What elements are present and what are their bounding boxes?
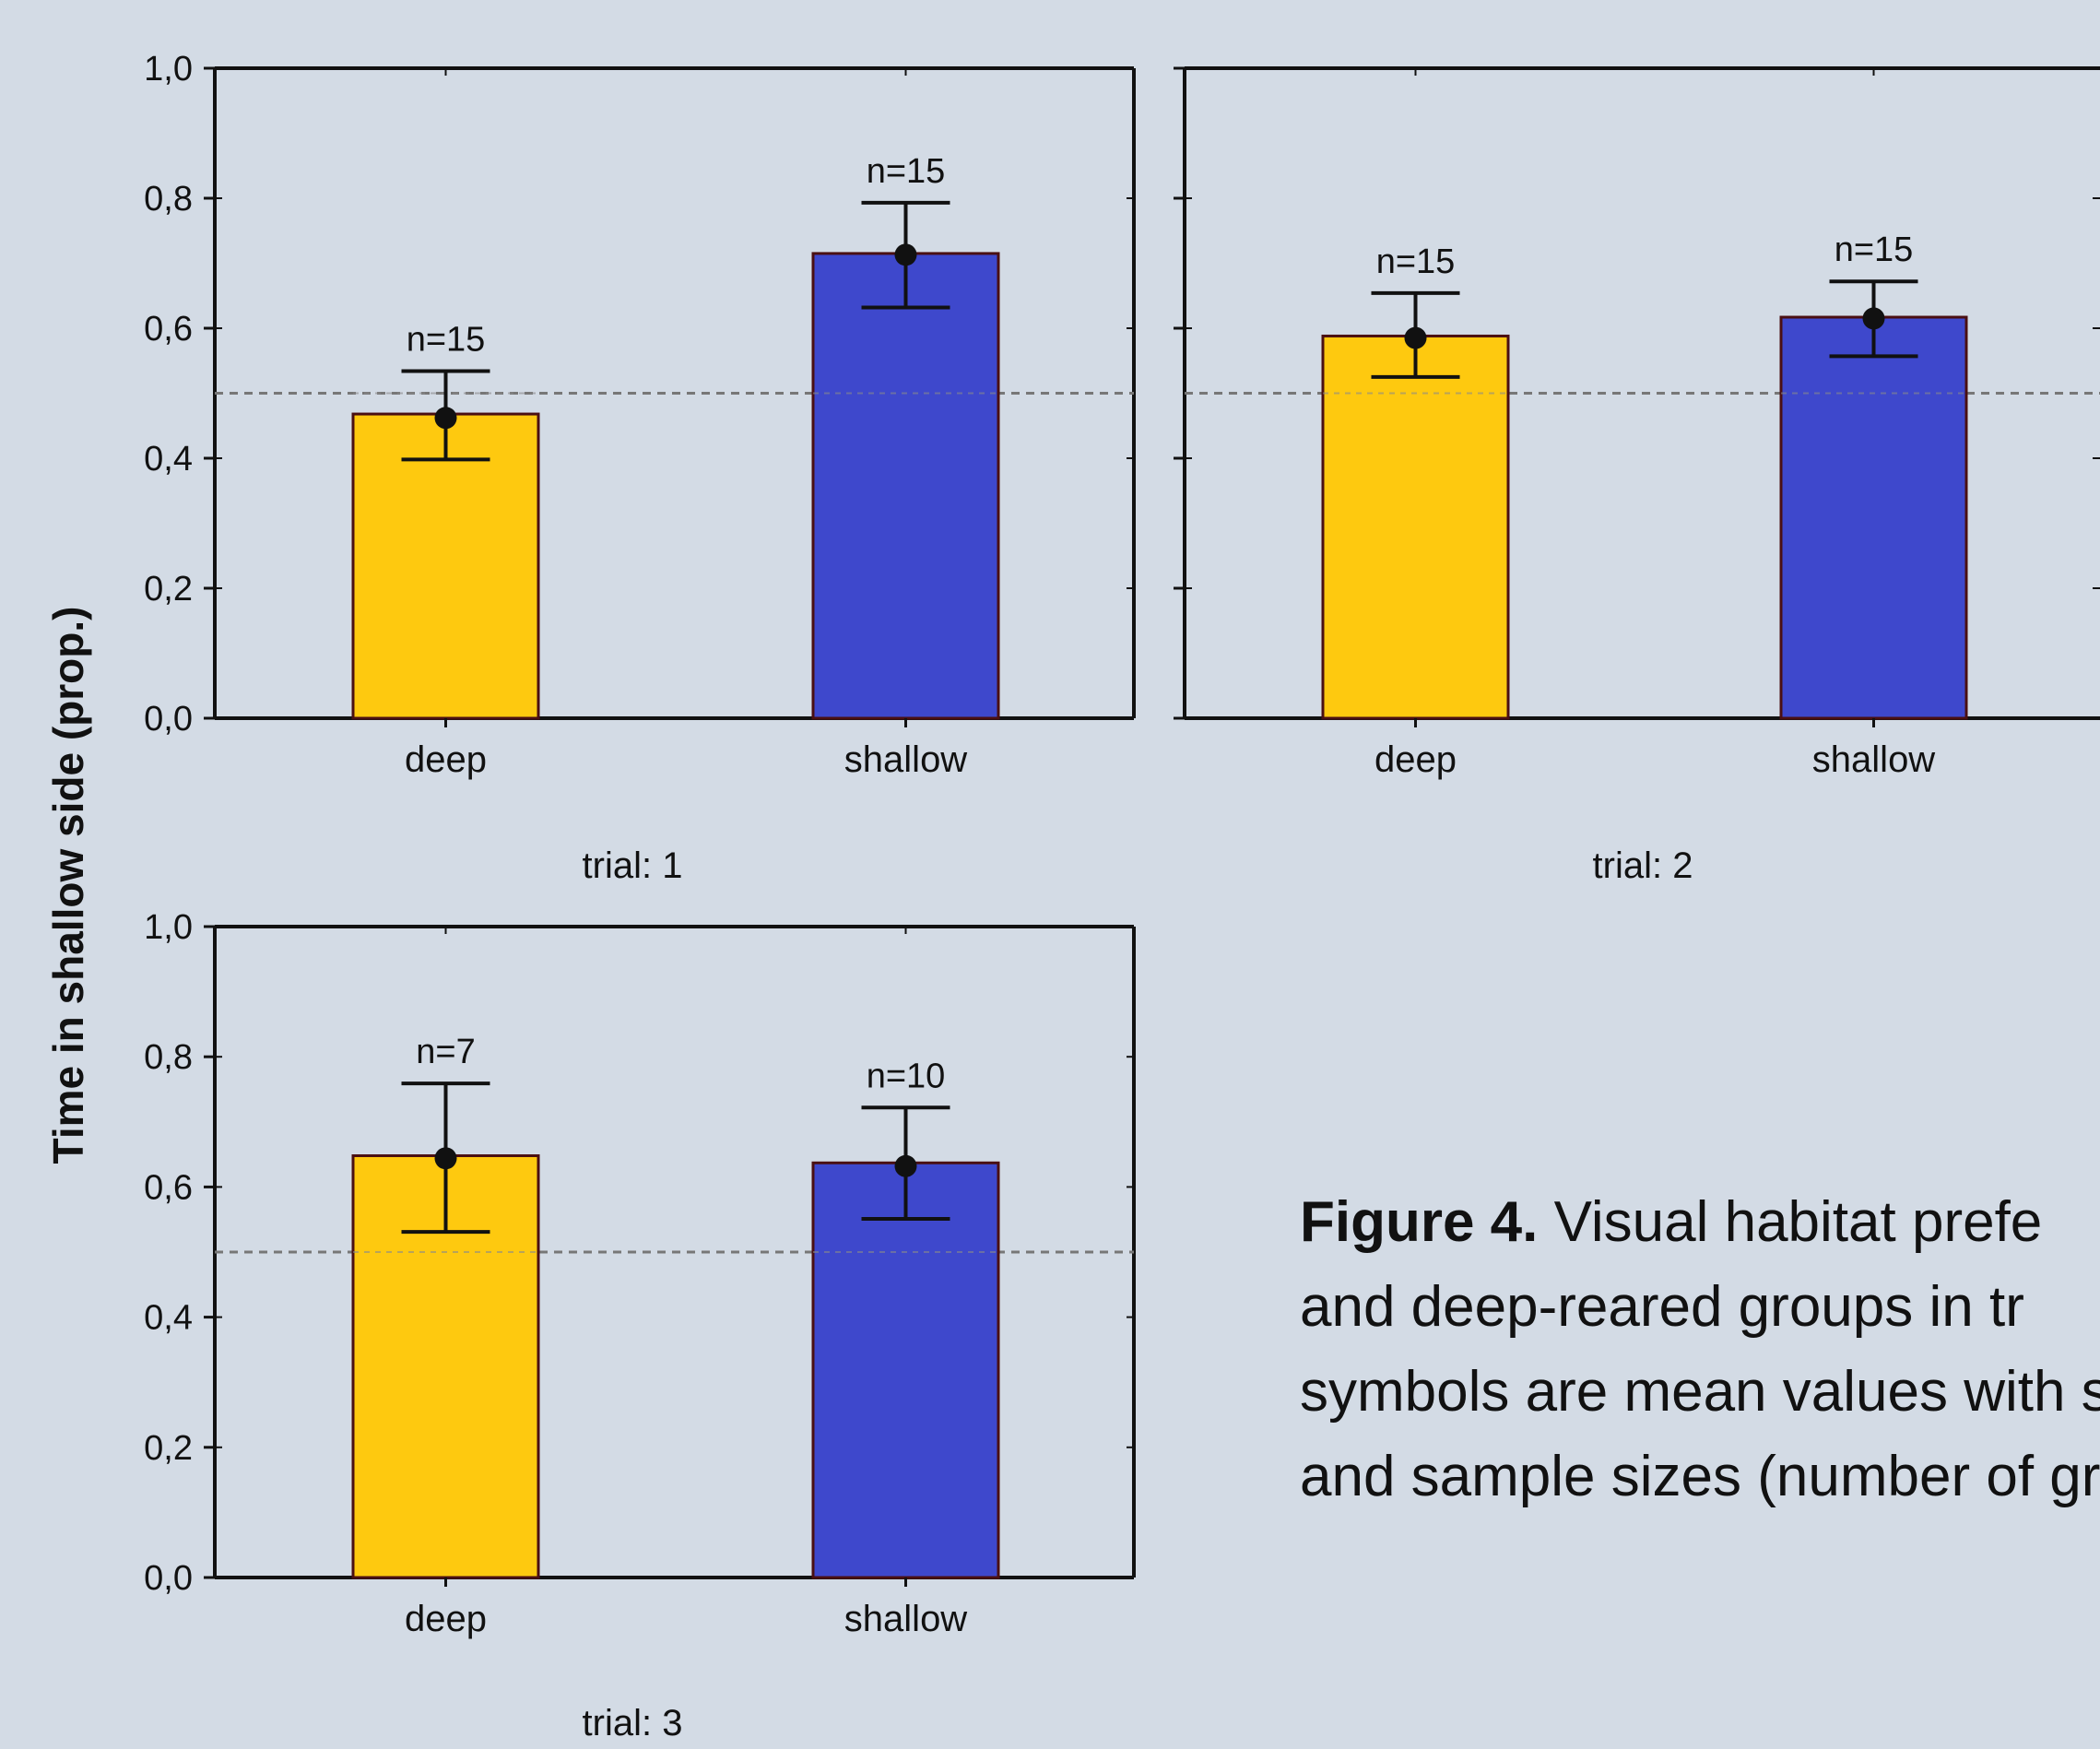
x-tick-label-deep: deep [405, 1599, 487, 1639]
caption-label: Figure 4. [1300, 1190, 1539, 1254]
n-label-shallow: n=15 [867, 152, 946, 191]
panel-title: trial: 3 [583, 1703, 683, 1743]
n-label-deep: n=15 [407, 321, 486, 360]
panel-title: trial: 2 [1593, 845, 1693, 886]
bar-deep [1321, 334, 1510, 720]
y-tick-label: 0,6 [144, 1168, 193, 1207]
caption-line-1: Figure 4. Visual habitat prefe [1300, 1180, 2100, 1265]
y-tick-label: 0,2 [144, 1429, 193, 1468]
bar-shallow [811, 252, 1000, 720]
x-tick-label-shallow: shallow [844, 1599, 968, 1639]
y-tick-label: 0,0 [144, 700, 193, 739]
y-tick-label: 1,0 [144, 908, 193, 947]
y-tick-label: 0,4 [144, 1299, 193, 1338]
y-tick-label: 0,6 [144, 310, 193, 349]
x-tick-label-shallow: shallow [1812, 739, 1936, 780]
y-tick-label: 0,2 [144, 570, 193, 609]
y-tick-label: 1,0 [144, 50, 193, 89]
mean-point-deep [1404, 326, 1427, 349]
panel-trial-2: n=15 deep n=15 shallow trial: 2 [1174, 66, 2100, 886]
n-label-shallow: n=10 [867, 1057, 946, 1095]
panels: 0,0 0,2 0,4 0,6 0,8 1,0 n=15 deep n=15 shallow tri… [144, 50, 2100, 1743]
y-tick-label: 0,0 [144, 1559, 193, 1598]
bar-shallow [1779, 315, 1968, 720]
y-tick-label: 0,8 [144, 180, 193, 219]
y-tick-label: 0,4 [144, 440, 193, 479]
mean-point-deep [434, 407, 457, 430]
panel-title: trial: 1 [583, 845, 683, 886]
caption-line-3: symbols are mean values with s [1300, 1360, 2100, 1424]
bar-shallow [811, 1161, 1000, 1579]
x-tick-label-deep: deep [405, 739, 487, 780]
caption-line-4: and sample sizes (number of gro [1300, 1445, 2100, 1508]
n-label-shallow: n=15 [1835, 230, 1914, 269]
caption-text-1: Visual habitat prefe [1553, 1190, 2043, 1254]
mean-point-deep [434, 1147, 457, 1170]
panel-trial-3: 0,0 0,2 0,4 0,6 0,8 1,0 n=7 deep n=10 shallow tria… [144, 908, 1136, 1743]
mean-point-shallow [1862, 307, 1885, 330]
n-label-deep: n=15 [1376, 242, 1456, 281]
n-label-deep: n=7 [416, 1033, 475, 1071]
y-tick-label: 0,8 [144, 1038, 193, 1077]
x-tick-label-shallow: shallow [844, 739, 968, 780]
mean-point-shallow [894, 1154, 917, 1177]
caption-line-2: and deep-reared groups in tr [1300, 1275, 2024, 1339]
y-axis-label: Time in shallow side (prop.) [44, 607, 92, 1164]
figure-caption: Figure 4. Visual habitat prefe and deep-… [1300, 1180, 2100, 1519]
x-tick-label-deep: deep [1374, 739, 1457, 780]
panel-trial-1: 0,0 0,2 0,4 0,6 0,8 1,0 n=15 deep n=15 shallow tri… [144, 50, 1136, 886]
mean-point-shallow [894, 243, 917, 266]
